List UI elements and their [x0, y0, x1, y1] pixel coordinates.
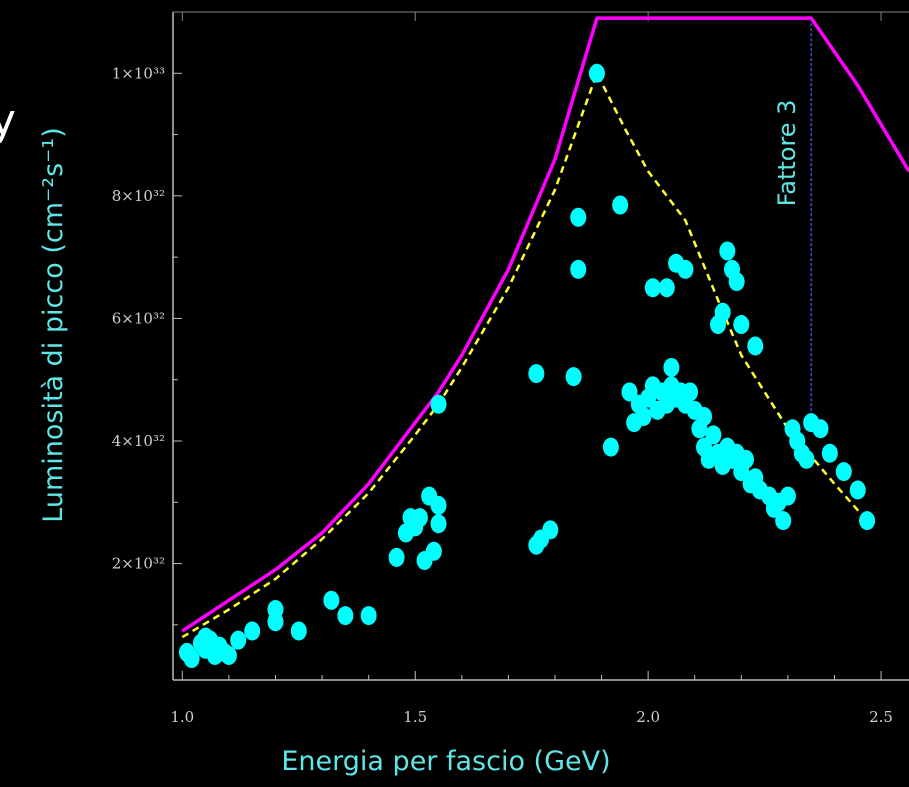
data-point [323, 590, 340, 610]
data-point [714, 302, 731, 322]
data-point [812, 419, 829, 439]
y-tick-label: 1×10³³ [112, 64, 165, 82]
data-point [658, 278, 675, 298]
data-point [430, 514, 447, 534]
data-point [779, 486, 796, 506]
y-tick-label: 2×10³² [112, 555, 165, 573]
data-point [705, 425, 722, 445]
x-tick-label: 2.5 [869, 708, 893, 726]
y-tick-label: 4×10³² [112, 432, 165, 450]
data-point [267, 612, 284, 632]
data-point [565, 367, 582, 387]
data-point [244, 621, 261, 641]
data-point [728, 272, 745, 292]
data-point [677, 259, 694, 279]
y-tick-label: 6×10³² [112, 309, 165, 327]
data-point [411, 508, 428, 528]
dashed-curve [181, 72, 869, 639]
data-point [337, 606, 354, 626]
x-tick-label: 1.5 [403, 708, 427, 726]
data-point [528, 364, 545, 384]
data-point [425, 541, 442, 561]
data-point [733, 315, 750, 335]
data-point [737, 449, 754, 469]
data-point [588, 63, 605, 83]
x-tick-label: 1.0 [170, 708, 194, 726]
upper-curve [181, 16, 909, 633]
data-point [775, 511, 792, 531]
data-point [798, 449, 815, 469]
data-point [290, 621, 307, 641]
partial-glyph-y: y [0, 95, 16, 146]
y-tick-label: 8×10³² [112, 187, 165, 205]
data-point [835, 462, 852, 482]
data-point [570, 207, 587, 227]
y-axis-title: Luminosità di picco (cm⁻²s⁻¹) [38, 127, 69, 522]
data-point [183, 649, 200, 669]
data-point [644, 278, 661, 298]
data-point [747, 336, 764, 356]
data-point [570, 259, 587, 279]
plot-area: 1.0 1.5 2.0 2.5 2×10³² 4×10³² 6×10³² 8×10³² 1×10… [112, 11, 909, 726]
data-point [430, 495, 447, 515]
x-axis-title: Energia per fascio (GeV) [281, 746, 610, 777]
data-point [859, 511, 876, 531]
data-point [696, 406, 713, 426]
data-point [388, 547, 405, 567]
data-point [682, 382, 699, 402]
data-point [542, 520, 559, 540]
data-point [719, 241, 736, 261]
data-point [635, 406, 652, 426]
data-point [621, 382, 638, 402]
data-point [821, 443, 838, 463]
data-point [849, 480, 866, 500]
data-point [360, 606, 377, 626]
data-point [430, 394, 447, 414]
data-point [602, 437, 619, 457]
data-point [220, 645, 237, 665]
x-tick-label: 2.0 [636, 708, 660, 726]
data-point [230, 630, 247, 650]
data-point [663, 357, 680, 377]
annotation-label: Fattore 3 [773, 100, 801, 207]
data-point [612, 195, 629, 215]
